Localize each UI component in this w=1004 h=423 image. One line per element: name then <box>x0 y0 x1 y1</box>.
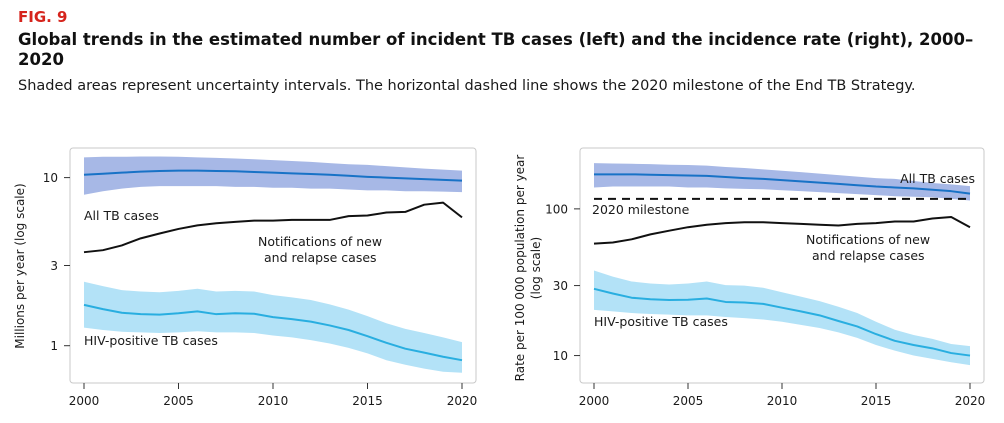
hiv-series-line <box>593 287 971 357</box>
y-tick-label: 3 <box>50 259 58 273</box>
hiv-uncertainty-band <box>594 270 970 366</box>
y-tick-label: 30 <box>553 279 568 293</box>
x-tick-label: 2010 <box>258 394 289 408</box>
series-label-hiv: HIV-positive TB cases <box>84 333 218 348</box>
series-label-all-tb: All TB cases <box>84 208 159 223</box>
x-tick-label: 2020 <box>447 394 478 408</box>
series-label-all-tb: All TB cases <box>900 171 975 186</box>
y-axis-label: Millions per year (log scale) <box>13 183 27 348</box>
all_tb-uncertainty-band <box>594 163 970 201</box>
series-label-notifications-2: and relapse cases <box>812 248 925 263</box>
notifications-series-line <box>83 201 463 254</box>
y-tick-label: 1 <box>50 339 58 353</box>
y-tick-label: 10 <box>553 349 568 363</box>
x-tick-label: 2000 <box>69 394 100 408</box>
figure-title: Global trends in the estimated number of… <box>18 30 974 69</box>
notifications-series-line <box>593 216 971 245</box>
x-tick-label: 2010 <box>767 394 798 408</box>
all_tb-uncertainty-band <box>84 156 462 195</box>
series-label-hiv: HIV-positive TB cases <box>594 314 728 329</box>
y-tick-label: 100 <box>545 202 568 216</box>
figure-subtitle: Shaded areas represent uncertainty inter… <box>18 78 916 94</box>
x-tick-label: 2000 <box>579 394 610 408</box>
hiv-series-line <box>83 303 463 362</box>
hiv-uncertainty-band <box>84 281 462 373</box>
x-tick-label: 2005 <box>673 394 704 408</box>
series-label-notifications-1: Notifications of new <box>806 232 930 247</box>
y-tick-label: 10 <box>43 171 58 185</box>
milestone-label: 2020 milestone <box>592 202 690 217</box>
all_tb-series-line <box>594 173 971 195</box>
figure-label: FIG. 9 <box>18 8 68 26</box>
x-tick-label: 2020 <box>955 394 986 408</box>
series-label-notifications-1: Notifications of new <box>258 234 382 249</box>
x-tick-label: 2005 <box>163 394 194 408</box>
series-label-notifications-2: and relapse cases <box>264 250 377 265</box>
x-tick-label: 2015 <box>352 394 383 408</box>
all_tb-series-line <box>83 169 463 182</box>
figure-header: FIG. 9 Global trends in the estimated nu… <box>18 8 978 96</box>
x-tick-label: 2015 <box>861 394 892 408</box>
y-axis-label: Rate per 100 000 population per year (log… <box>513 155 543 382</box>
